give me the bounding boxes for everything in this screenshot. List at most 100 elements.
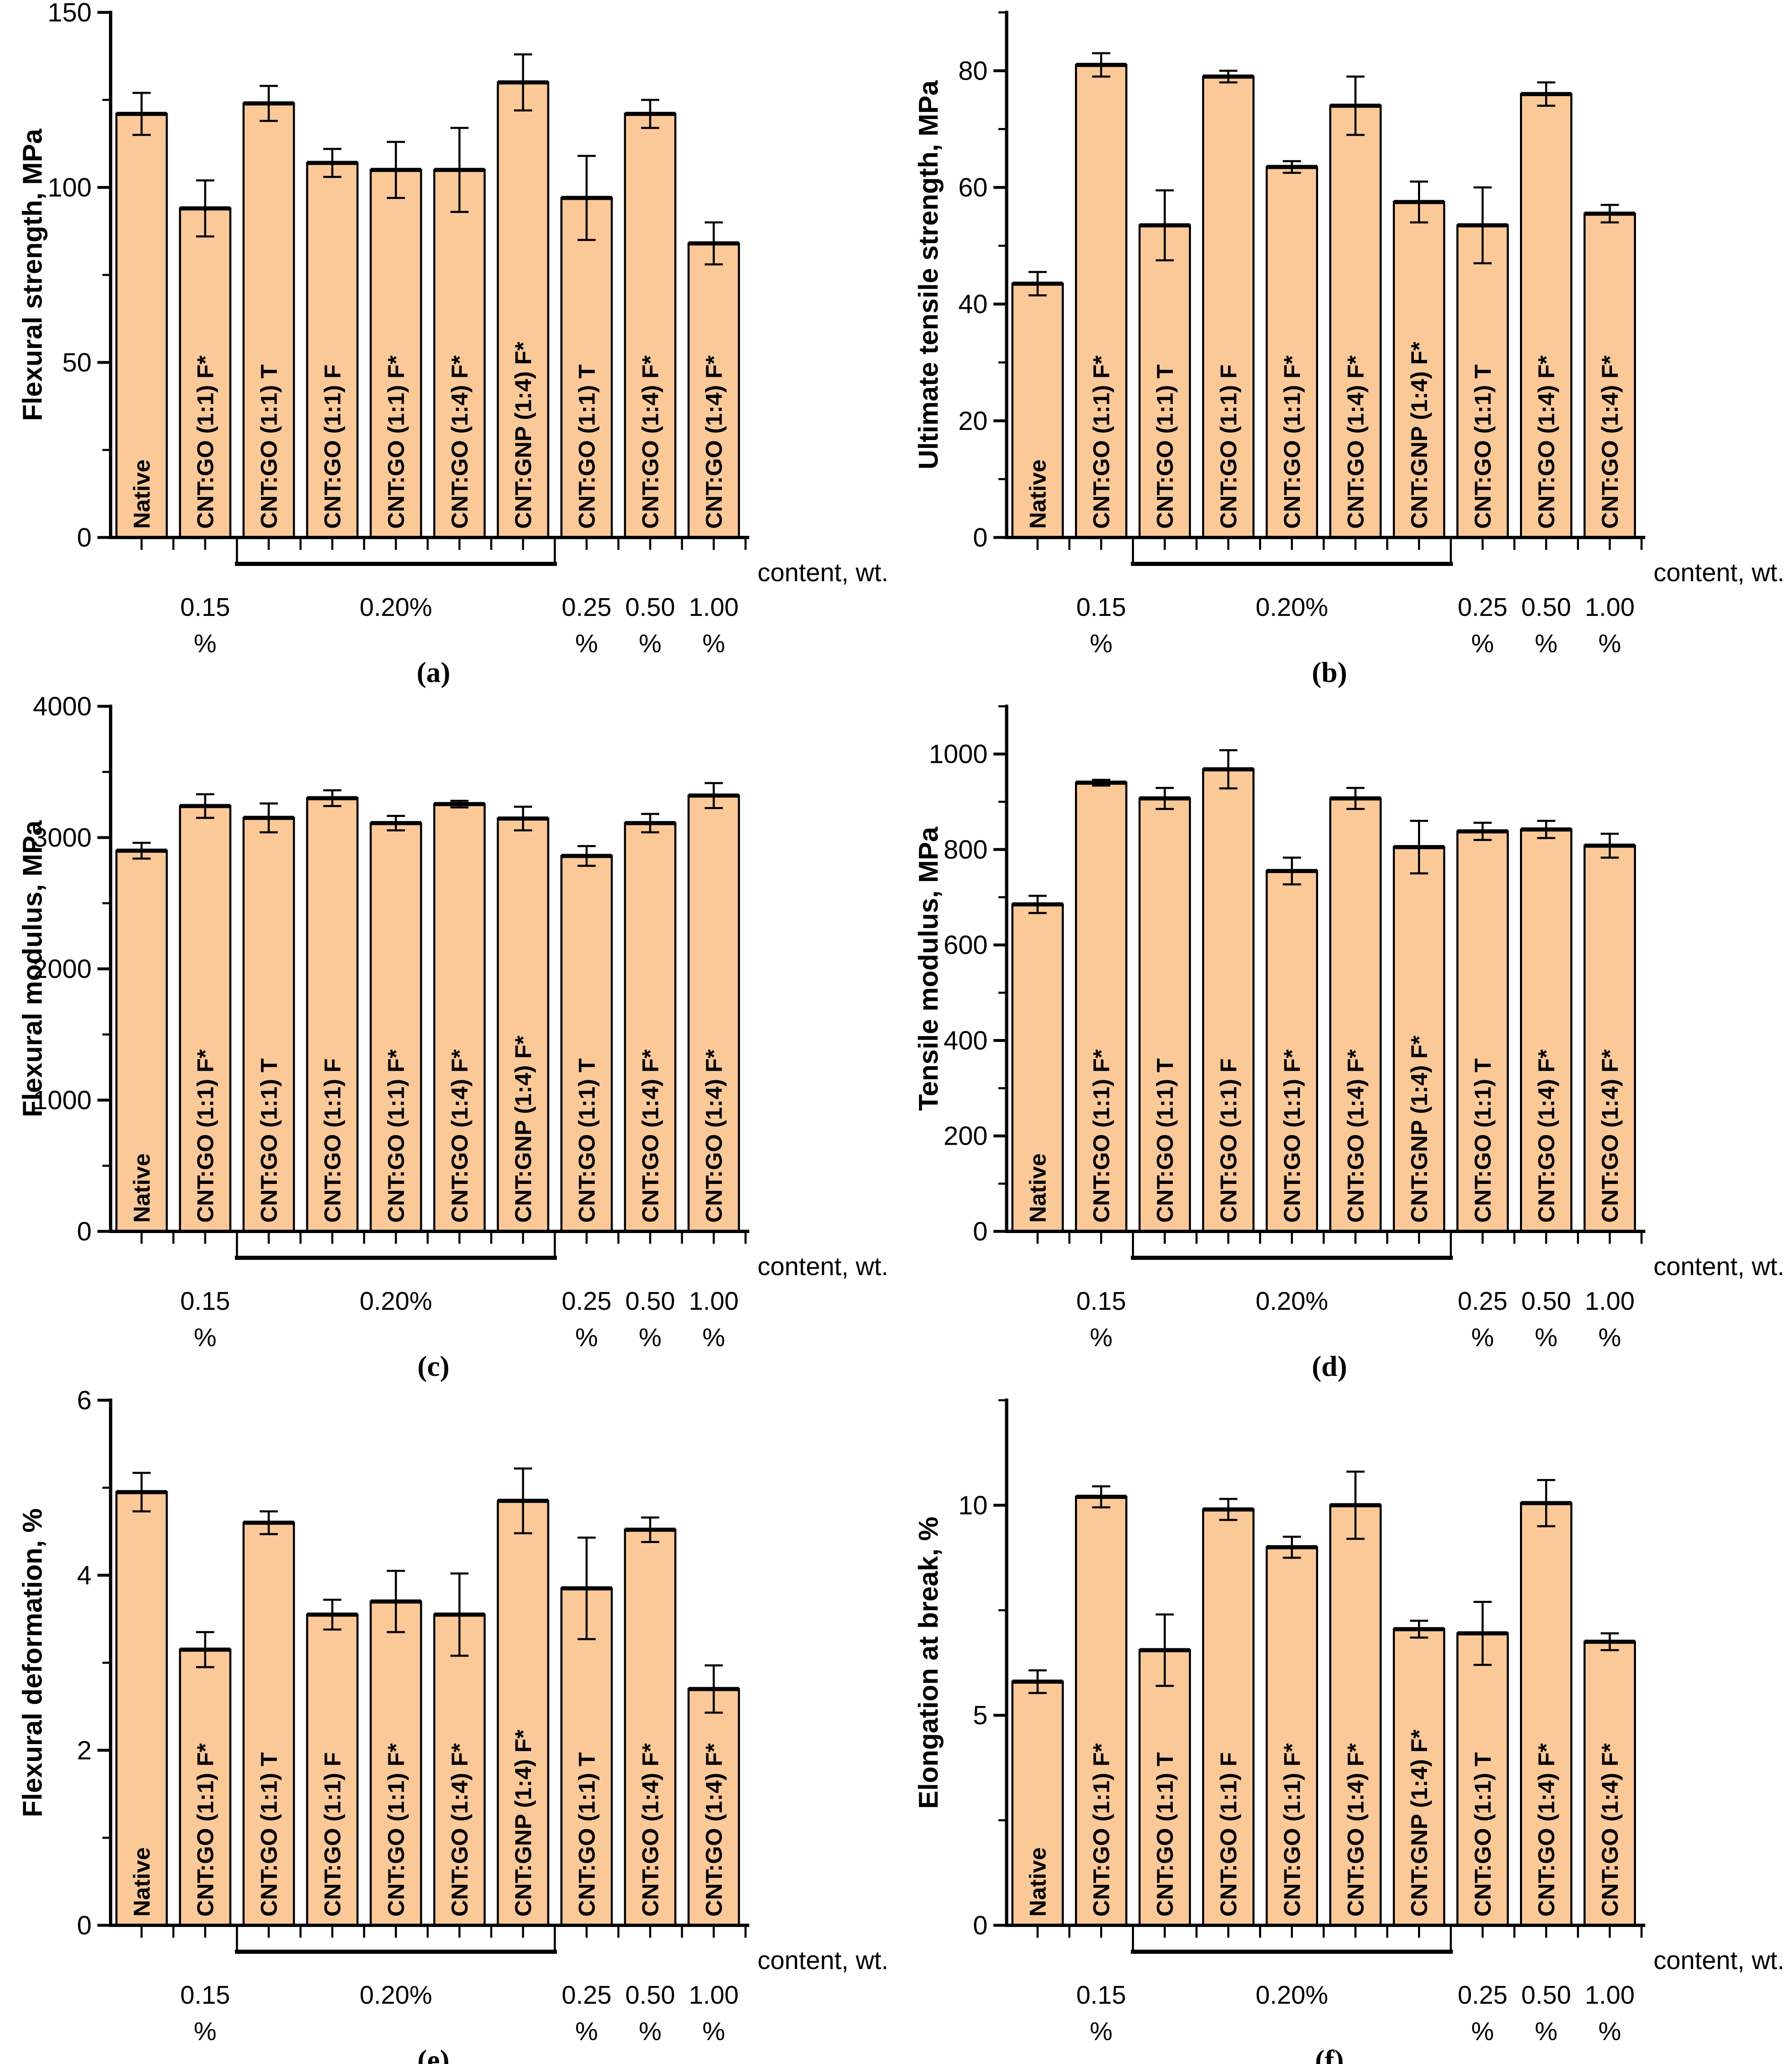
y-tick-label: 2000 <box>33 954 92 984</box>
bar <box>115 850 168 1233</box>
x-group-label-unit: % <box>1598 1323 1621 1352</box>
bar-label: CNT:GNP (1:4) F* <box>1406 1730 1432 1917</box>
bar <box>1329 797 1382 1233</box>
bar-label: CNT:GO (1:4) F* <box>1342 1743 1368 1917</box>
bar <box>242 1522 295 1927</box>
x-group-label: 0.20% <box>360 1981 432 2010</box>
x-group-label: 0.25 <box>562 1287 612 1316</box>
x-group-label-unit: % <box>702 630 725 658</box>
y-tick-label: 0 <box>77 1217 92 1246</box>
bar <box>115 1491 168 1927</box>
x-group-label-unit: % <box>1535 1323 1558 1352</box>
bar <box>1139 224 1191 539</box>
y-tick-label: 60 <box>958 173 987 202</box>
y-axis-title: Ultimate tensile strength, MPa <box>913 80 944 469</box>
x-group-label: 0.25 <box>1458 1981 1508 2010</box>
y-tick-label: 1000 <box>33 1085 92 1115</box>
bar-label: CNT:GO (1:4) F* <box>1533 355 1559 529</box>
x-group-label: 0.25 <box>1458 593 1508 622</box>
bar-label: Native <box>129 1153 155 1223</box>
x-group-label: 0.50 <box>1521 1287 1571 1316</box>
y-axis-title: Elongation at break, % <box>913 1517 944 1809</box>
x-group-label-unit: % <box>1471 2017 1494 2046</box>
bar-label: CNT:GO (1:1) F* <box>192 355 218 529</box>
bar <box>624 113 677 539</box>
panel-f: Native CNT:GO (1:1) F* CNT:GO (1:1) T CNT:G… <box>896 1388 1792 2064</box>
panel-caption: (f) <box>1315 2045 1344 2064</box>
x-group-label: 1.00 <box>1585 1287 1635 1316</box>
x-axis-note: content, wt. <box>758 1252 888 1281</box>
bar-label: CNT:GO (1:1) T <box>1152 1752 1178 1917</box>
x-group-label: 0.20% <box>1256 1981 1328 2010</box>
bar <box>1329 1504 1382 1927</box>
bar <box>1520 1502 1572 1927</box>
x-group-label-unit: % <box>702 2017 725 2046</box>
x-axis-note: content, wt. <box>758 559 888 587</box>
y-tick-label: 10 <box>958 1490 987 1520</box>
y-tick-label: 80 <box>958 56 987 85</box>
chart-tensile-modulus: Native CNT:GO (1:1) F* CNT:GO (1:1) T CNT:G… <box>913 705 1785 1382</box>
x-group-label: 0.25 <box>1458 1287 1508 1316</box>
bar-label: CNT:GO (1:1) T <box>1470 1058 1496 1223</box>
bar <box>306 797 359 1233</box>
x-group-label: 0.50 <box>625 1287 675 1316</box>
bar-label: Native <box>129 1847 155 1917</box>
y-axis-title: Flexural modulus, MPa <box>17 820 47 1117</box>
y-axis-title: Flexural deformation, % <box>17 1508 47 1817</box>
x-group-label-unit: % <box>639 630 661 658</box>
bar-label: CNT:GO (1:1) F* <box>383 1049 409 1223</box>
bar-label: CNT:GO (1:1) F <box>1215 365 1241 529</box>
x-axis-note: content, wt. <box>1654 1946 1785 1975</box>
bar <box>1584 213 1636 539</box>
x-group-label: 0.50 <box>1521 1981 1571 2010</box>
x-axis-note: content, wt. <box>1654 1252 1785 1281</box>
chart-flexural-modulus: Native CNT:GO (1:1) F* CNT:GO (1:1) T CNT:G… <box>17 694 888 1382</box>
bar <box>560 196 613 539</box>
y-tick-label: 1000 <box>929 739 987 769</box>
bar-label: CNT:GO (1:1) F <box>320 1752 346 1917</box>
bar <box>687 1688 740 1927</box>
bar-label: CNT:GO (1:1) T <box>1470 365 1496 529</box>
x-group-label: 0.15 <box>1076 593 1126 622</box>
y-tick-label: 4 <box>77 1560 92 1590</box>
x-group-label: 0.20% <box>1256 593 1328 622</box>
x-group-label-unit: % <box>1090 2017 1113 2046</box>
bar <box>497 1500 549 1927</box>
chart-flexural-strength: Native CNT:GO (1:1) F* CNT:GO (1:1) T CNT:G… <box>17 0 888 689</box>
bar-label: CNT:GO (1:1) T <box>574 365 600 529</box>
bar-label: CNT:GO (1:4) F* <box>1533 1743 1559 1917</box>
bar-label: CNT:GO (1:1) F* <box>192 1743 218 1917</box>
x-group-label-unit: % <box>702 1323 725 1352</box>
bar-label: CNT:GNP (1:4) F* <box>1406 342 1432 529</box>
x-group-label-unit: % <box>194 2017 216 2046</box>
bar-label: CNT:GO (1:1) F* <box>1279 1743 1305 1917</box>
y-tick-label: 5 <box>973 1700 988 1730</box>
bar-label: CNT:GO (1:1) F* <box>1088 355 1114 529</box>
bar-label: CNT:GO (1:1) F* <box>1279 1049 1305 1223</box>
bar-label: CNT:GO (1:1) F* <box>1088 1049 1114 1223</box>
bar <box>433 803 486 1233</box>
bar-label: CNT:GO (1:1) T <box>1152 1058 1178 1223</box>
bar-label: CNT:GO (1:4) F* <box>701 1049 727 1223</box>
x-group-label-unit: % <box>575 1323 598 1352</box>
bar-label: CNT:GO (1:1) F <box>1215 1752 1241 1917</box>
bar-label: CNT:GO (1:4) F* <box>1342 1049 1368 1223</box>
bar <box>497 81 549 539</box>
x-group-label: 1.00 <box>689 1981 739 2010</box>
bar <box>369 822 422 1233</box>
bar-label: CNT:GO (1:1) T <box>256 1752 282 1917</box>
bar-label: CNT:GO (1:1) T <box>256 1058 282 1223</box>
x-group-label: 1.00 <box>1585 593 1635 622</box>
x-group-label: 0.15 <box>1076 1981 1126 2010</box>
x-group-label: 0.15 <box>180 593 230 622</box>
x-axis-note: content, wt. <box>1654 559 1785 587</box>
x-group-label: 0.20% <box>1256 1287 1328 1316</box>
bar-label: CNT:GO (1:4) F* <box>1597 1743 1623 1917</box>
bar <box>1266 870 1318 1233</box>
x-group-label: 0.20% <box>360 593 432 622</box>
bar <box>242 817 295 1233</box>
panel-caption: (d) <box>1312 1351 1347 1382</box>
x-group-label-unit: % <box>1535 2017 1558 2046</box>
bar-label: CNT:GO (1:1) F* <box>383 355 409 529</box>
